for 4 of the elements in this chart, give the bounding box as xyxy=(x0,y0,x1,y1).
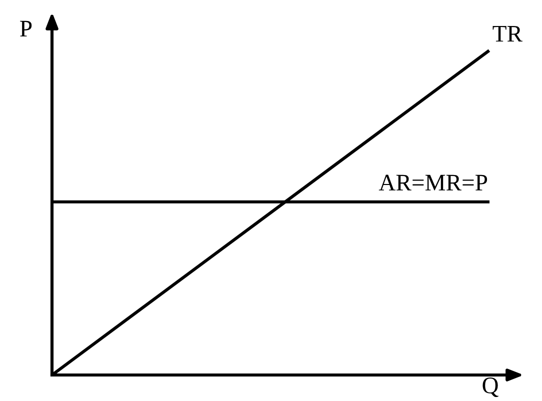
y-axis-title: P xyxy=(20,20,32,36)
series-label: AR=MR=P xyxy=(378,174,488,190)
x-axis-title: Q xyxy=(482,378,498,397)
series-label: TR xyxy=(492,26,522,42)
